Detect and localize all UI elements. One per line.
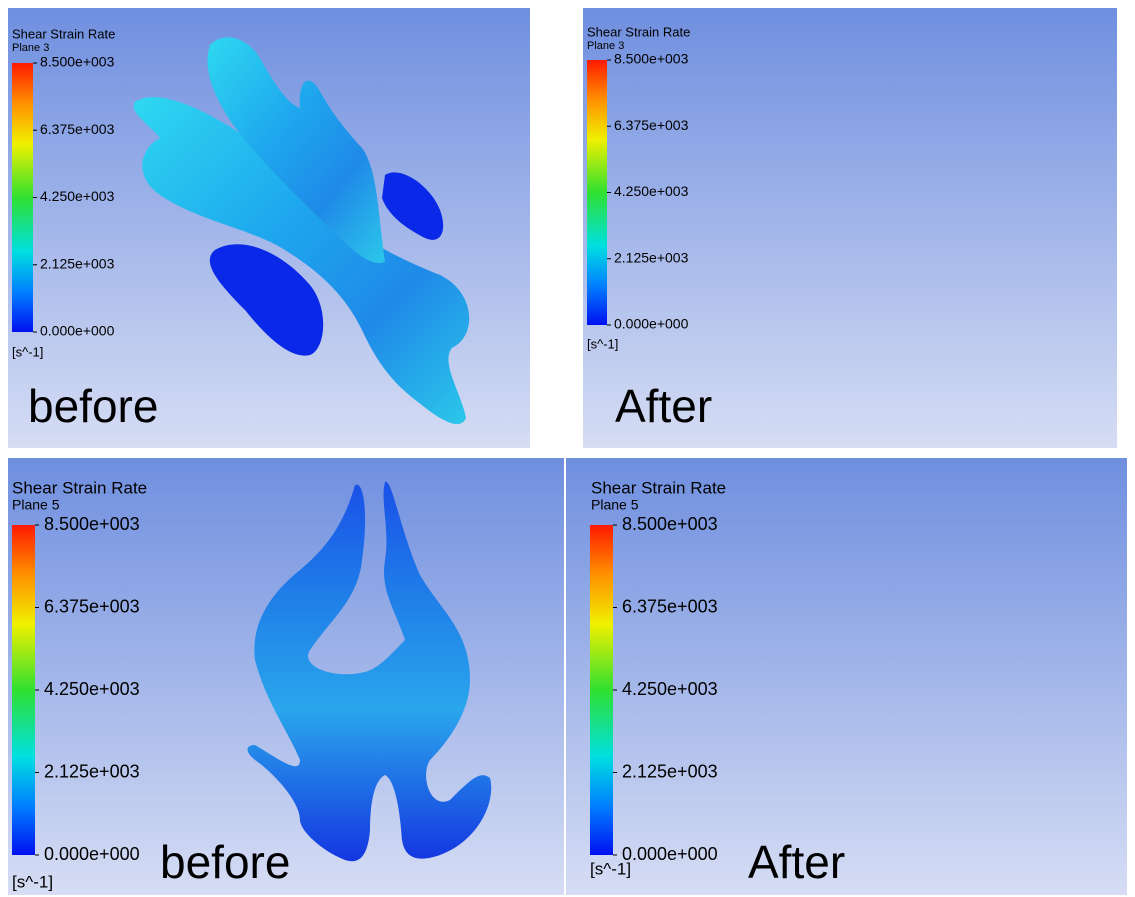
color-bar <box>590 525 613 855</box>
tick-label: 0.000e+000 <box>40 323 115 339</box>
color-bar <box>587 60 607 325</box>
legend-title: Shear Strain Rate <box>12 26 115 41</box>
caption: before <box>160 836 290 888</box>
color-bar <box>12 63 33 332</box>
tick-label: 4.250e+003 <box>622 679 718 699</box>
tick-label: 2.125e+003 <box>44 761 140 781</box>
unit-label: [s^-1] <box>12 872 53 891</box>
tick-label: 2.125e+003 <box>40 255 115 271</box>
tick-label: 0.000e+000 <box>44 844 140 864</box>
tick-label: 6.375e+003 <box>622 596 718 616</box>
tick-label: 2.125e+003 <box>622 761 718 781</box>
caption: After <box>748 836 845 888</box>
tick-label: 6.375e+003 <box>44 596 140 616</box>
legend-plane: Plane 5 <box>591 497 639 513</box>
legend-title: Shear Strain Rate <box>587 24 690 39</box>
tick-label: 4.250e+003 <box>44 679 140 699</box>
tick-label: 8.500e+003 <box>622 514 718 534</box>
tick-label: 4.250e+003 <box>614 183 689 199</box>
legend-title: Shear Strain Rate <box>591 478 726 497</box>
tick-label: 2.125e+003 <box>614 249 689 265</box>
legend-plane: Plane 3 <box>12 42 49 54</box>
tick-label: 8.500e+003 <box>44 514 140 534</box>
legend-plane: Plane 5 <box>12 497 60 513</box>
unit-label: [s^-1] <box>590 859 631 878</box>
tick-label: 4.250e+003 <box>40 188 115 204</box>
legend-title: Shear Strain Rate <box>12 478 147 497</box>
figure: Shear Strain RatePlane 38.500e+0036.375e… <box>0 0 1135 897</box>
page: {"panels": [ {"title": "Shear Strain Rat… <box>0 0 1135 897</box>
tick-label: 0.000e+000 <box>614 316 689 332</box>
tick-label: 8.500e+003 <box>40 54 115 70</box>
color-bar <box>12 525 35 855</box>
unit-label: [s^-1] <box>587 336 618 351</box>
caption: After <box>615 380 712 432</box>
unit-label: [s^-1] <box>12 344 43 359</box>
tick-label: 6.375e+003 <box>614 117 689 133</box>
caption: before <box>28 380 158 432</box>
tick-label: 6.375e+003 <box>40 121 115 137</box>
tick-label: 0.000e+000 <box>622 844 718 864</box>
tick-label: 8.500e+003 <box>614 51 689 67</box>
